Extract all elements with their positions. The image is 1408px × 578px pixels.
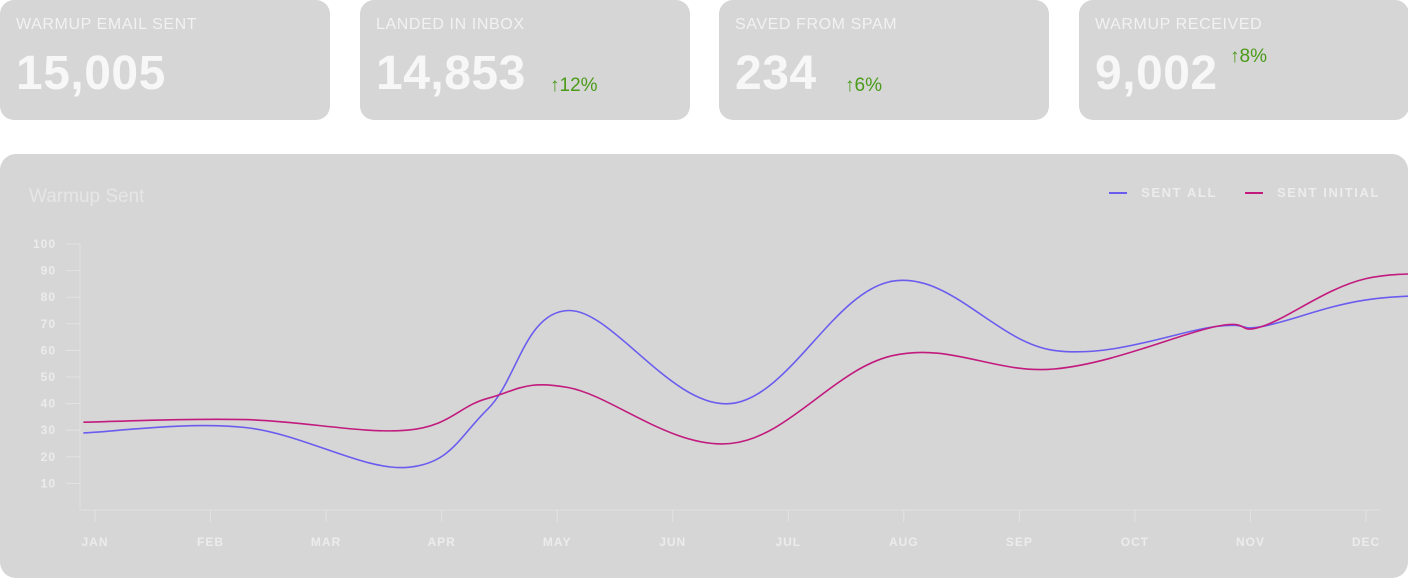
y-tick-label: 100 (33, 237, 56, 251)
x-tick-label: SEP (1006, 535, 1033, 549)
y-tick-label: 50 (41, 370, 56, 384)
x-tick-label: AUG (889, 535, 919, 549)
stat-value: 234 (735, 47, 817, 100)
legend-item-sent-initial[interactable]: SENT INITIAL (1245, 185, 1380, 200)
x-tick-label: OCT (1121, 535, 1149, 549)
x-tick-label: NOV (1236, 535, 1265, 549)
y-tick-label: 70 (41, 317, 56, 331)
stat-value: 9,002 (1095, 47, 1218, 100)
y-tick-label: 90 (41, 264, 56, 278)
y-tick-label: 80 (41, 290, 56, 304)
warmup-sent-chart-panel: Warmup Sent SENT ALL SENT INITIAL 10 20 30… (0, 154, 1408, 578)
stat-card-landed-in-inbox: LANDED IN INBOX 14,853 ↑12% (360, 0, 690, 120)
stat-label: WARMUP RECEIVED (1095, 16, 1263, 33)
y-tick-label: 30 (41, 423, 56, 437)
y-tick-label: 10 (41, 476, 56, 490)
x-tick-label: JAN (81, 535, 108, 549)
legend-label-sent-all: SENT ALL (1141, 185, 1218, 200)
y-tick-label: 20 (41, 450, 56, 464)
stat-label: LANDED IN INBOX (376, 16, 525, 33)
chart-title: Warmup Sent (29, 186, 145, 207)
stat-delta-badge: ↑12% (550, 75, 598, 96)
stat-card-saved-from-spam: SAVED FROM SPAM 234 ↑6% (719, 0, 1049, 120)
line-chart: 10 20 30 40 50 60 70 80 90 100 JAN FEB MAR APR MAY JUN J… (33, 237, 1408, 549)
series-lines (83, 273, 1408, 469)
stat-label: SAVED FROM SPAM (735, 16, 898, 33)
stat-value: 14,853 (376, 47, 526, 100)
y-tick-label: 40 (41, 397, 56, 411)
x-tick-label: JUL (775, 535, 801, 549)
stat-delta-badge: ↑8% (1230, 46, 1267, 67)
legend-label-sent-initial: SENT INITIAL (1277, 185, 1380, 200)
axis-layer (66, 243, 1380, 522)
x-tick-label: APR (427, 535, 455, 549)
legend-swatch-sent-all (1109, 191, 1128, 194)
series-line-sent-all (83, 279, 1408, 469)
x-tick-label: MAR (311, 535, 341, 549)
stat-card-warmup-received: WARMUP RECEIVED 9,002 ↑8% (1079, 0, 1408, 120)
stat-card-warmup-email-sent: WARMUP EMAIL SENT 15,005 (0, 0, 330, 120)
legend-item-sent-all[interactable]: SENT ALL (1109, 185, 1217, 200)
x-tick-label: MAY (543, 535, 572, 549)
x-tick-label: JUN (659, 535, 686, 549)
stat-label: WARMUP EMAIL SENT (16, 16, 198, 33)
tick-labels: 10 20 30 40 50 60 70 80 90 100 JAN FEB MAR APR MAY JUN J… (33, 237, 1380, 549)
x-tick-label: FEB (197, 535, 224, 549)
y-tick-label: 60 (41, 343, 56, 357)
stat-delta-badge: ↑6% (845, 75, 882, 96)
x-tick-label: DEC (1352, 535, 1380, 549)
stat-value: 15,005 (16, 47, 166, 100)
chart-legend: SENT ALL SENT INITIAL (1109, 185, 1380, 200)
series-line-sent-initial (83, 273, 1408, 445)
legend-swatch-sent-initial (1245, 191, 1264, 194)
